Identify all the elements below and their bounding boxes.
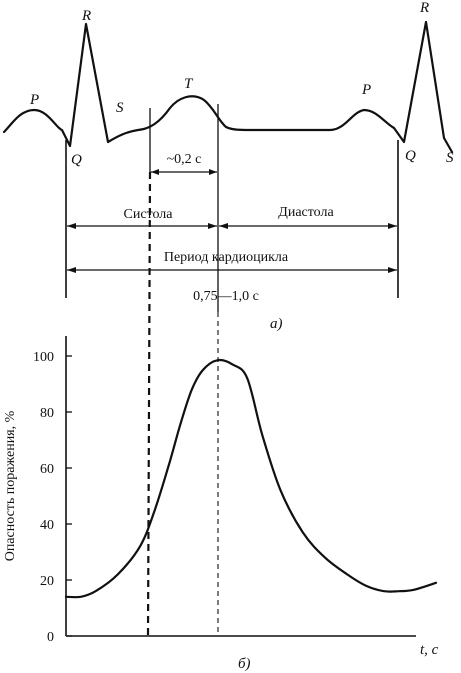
- diastole-arrow-left-head: [219, 223, 228, 229]
- interval-arrow-right-head: [209, 169, 217, 175]
- y-tick-label: 60: [40, 462, 54, 477]
- y-tick-label: 40: [40, 518, 54, 533]
- panel-b-label: б): [238, 656, 251, 672]
- period-arrow-right-head: [388, 267, 397, 273]
- panel-a-label: а): [270, 316, 283, 332]
- vulnerable-period-start-dashed-line: [146, 171, 152, 637]
- wave-label-t: T: [184, 76, 194, 92]
- wave-label-s-left: S: [116, 100, 124, 116]
- y-tick-label: 20: [40, 574, 54, 589]
- wave-label-q-right: Q: [405, 148, 416, 164]
- period-arrow-left-head: [67, 267, 76, 273]
- wave-label-s-right: S: [446, 150, 454, 166]
- wave-label-r-left: R: [81, 8, 91, 24]
- wave-label-p-right: P: [361, 82, 371, 98]
- diastole-arrow-right-head: [388, 223, 397, 229]
- y-axis-label: Опасность поражения, %: [3, 410, 18, 561]
- wave-label-r-right: R: [419, 0, 429, 16]
- interval-label: ~0,2 с: [167, 152, 202, 167]
- y-tick-label: 80: [40, 406, 54, 421]
- danger-curve: [64, 358, 438, 599]
- wave-label-q-left: Q: [71, 152, 82, 168]
- x-axis-label: t, с: [420, 642, 439, 658]
- period-label: Период кардиоцикла: [164, 250, 289, 265]
- ecg-waveform: [2, 20, 454, 154]
- interval-arrow-left-head: [151, 169, 159, 175]
- period-value: 0,75—1,0 с: [193, 289, 259, 304]
- systole-label: Систола: [124, 207, 174, 222]
- y-tick-label: 100: [33, 350, 54, 365]
- y-ticks: 0 20 40 60 80 100: [33, 350, 72, 645]
- diastole-label: Диастола: [278, 205, 334, 220]
- systole-arrow-left-head: [67, 223, 76, 229]
- ecg-panel: P R Q S T P R Q S ~0,2 с Систола Диастол…: [2, 0, 454, 332]
- y-tick-label: 0: [47, 630, 54, 645]
- danger-chart: 0 20 40 60 80 100 Опасность поражения, % t, с…: [3, 336, 439, 672]
- wave-label-p-left: P: [29, 92, 39, 108]
- systole-arrow-right-head: [208, 223, 217, 229]
